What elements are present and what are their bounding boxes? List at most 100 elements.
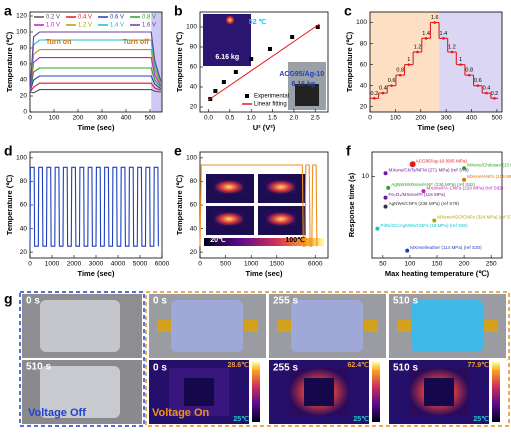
x-tick-label: 100 xyxy=(49,115,60,122)
x-axis-label: Time (sec) xyxy=(246,269,283,278)
y-tick-label: 20 xyxy=(360,103,368,110)
point-label: MXene/PA-CNFs (229 MPa) (ref S82) xyxy=(426,185,503,190)
max-temp: 28.6℃ xyxy=(228,361,250,369)
marker xyxy=(424,37,428,40)
y-tick-label: 60 xyxy=(190,64,198,71)
legend-label: 1.4 V xyxy=(110,23,124,29)
colorbar xyxy=(372,362,380,422)
legend-label: 0.4 V xyxy=(78,15,92,21)
sample xyxy=(40,366,120,418)
x-axis-label: Time (sec) xyxy=(78,269,115,278)
shaded-region xyxy=(370,12,440,112)
y-tick-label: 80 xyxy=(190,178,198,185)
panel-label: d xyxy=(4,143,13,159)
x-tick-label: 200 xyxy=(415,115,426,122)
x-tick-label: 2.5 xyxy=(311,115,320,122)
y-tick-label: 20 xyxy=(190,104,198,111)
annotation: 6.16 kg xyxy=(215,54,239,61)
x-tick-label: 3000 xyxy=(89,261,104,268)
step-label: 0.4 xyxy=(379,86,387,92)
marker xyxy=(233,70,238,74)
marker xyxy=(390,84,393,87)
marker xyxy=(315,25,320,29)
y-tick-label: 0 xyxy=(23,109,27,116)
x-tick-label: 1500 xyxy=(270,261,285,268)
plot-frame xyxy=(199,11,329,113)
y-tick-label: 20 xyxy=(20,249,28,256)
cold-center xyxy=(304,378,334,406)
point-label: MXene/ANFs (109 MPa) (ref S77) xyxy=(467,174,511,179)
panel-label: c xyxy=(344,3,352,19)
shaded-region xyxy=(151,12,162,112)
time-label: 255 s xyxy=(273,296,298,307)
x-tick-label: 100 xyxy=(404,261,415,268)
y-tick-label: 100 xyxy=(356,19,367,26)
point-label: AgNWs/CNFs (236 MPa) (ref S79) xyxy=(389,201,460,206)
sample xyxy=(171,300,243,352)
time-label: 0 s xyxy=(26,296,40,307)
marker xyxy=(383,171,388,176)
max-temp: 62.4℃ xyxy=(348,361,370,369)
time-label: 510 s xyxy=(393,296,418,307)
annotation: Turn on xyxy=(46,39,72,46)
x-tick-label: 300 xyxy=(97,115,108,122)
time-label: 510 s xyxy=(393,363,418,374)
y-tick-label: 60 xyxy=(190,202,198,209)
marker xyxy=(467,73,471,77)
on-box xyxy=(145,291,510,427)
marker xyxy=(409,161,416,168)
series-line xyxy=(29,57,162,93)
y-tick-label: 40 xyxy=(20,225,28,232)
marker xyxy=(267,47,272,51)
y-tick-label: 80 xyxy=(190,44,198,51)
legend-label: 0.8 V xyxy=(142,15,156,21)
x-axis-label: Time (sec) xyxy=(78,123,115,132)
marker xyxy=(373,97,376,100)
marker xyxy=(381,91,385,95)
marker xyxy=(476,84,480,87)
x-tick-label: 250 xyxy=(486,261,497,268)
x-tick-label: 500 xyxy=(145,115,156,122)
x-axis-label: Time (sec) xyxy=(418,123,455,132)
x-tick-label: 0 xyxy=(198,261,202,268)
annotation: ACG95/Ag-10 xyxy=(279,71,324,78)
series-line xyxy=(29,31,162,93)
cells: 0 s 0 s 28.6℃ 25℃ 255 s 255 s 62.4℃ 25℃ 510 s 510… xyxy=(149,294,506,424)
step-label: 1.4 xyxy=(440,31,448,37)
legend-label: 0.2 V xyxy=(46,15,60,21)
plot-frame xyxy=(29,11,163,113)
legend-label: 1.6 V xyxy=(142,23,156,29)
x-tick-label: 0 xyxy=(28,261,32,268)
panel-g: g 0 s 510 s Voltage Off 0 s 0 s 28.6℃ 25℃ 25… xyxy=(4,291,510,427)
y-tick-label: 80 xyxy=(20,178,28,185)
point-label: MXene/leather (114 MPa) (ref S20) xyxy=(410,245,482,250)
x-axis-label: U² (V²) xyxy=(253,123,276,132)
y-tick-label: 40 xyxy=(20,77,28,84)
x-tick-label: 6000 xyxy=(308,261,323,268)
y-axis-label: Temperature (℃) xyxy=(175,174,184,235)
x-tick-label: 50 xyxy=(379,261,387,268)
x-tick-label: 200 xyxy=(73,115,84,122)
x-tick-label: 4000 xyxy=(111,261,126,268)
y-tick-label: 40 xyxy=(190,225,198,232)
annotation: 100℃ xyxy=(285,236,305,244)
panel-label: e xyxy=(174,143,182,159)
colorbar xyxy=(204,238,324,246)
series-line xyxy=(29,82,162,93)
x-tick-label: 500 xyxy=(220,261,231,268)
x-tick-label: 1000 xyxy=(244,261,259,268)
y-tick-label: 20 xyxy=(20,93,28,100)
y-tick-label: 40 xyxy=(190,84,198,91)
x-tick-label: 1.5 xyxy=(268,115,277,122)
x-tick-label: 2000 xyxy=(67,261,82,268)
series-line xyxy=(29,67,162,93)
step-label: 0.4 xyxy=(483,86,491,92)
x-axis-label: Max heating temperature (℃) xyxy=(385,269,490,278)
step-label: 0.6 xyxy=(474,78,482,84)
x-tick-label: 0.5 xyxy=(225,115,234,122)
y-axis-label: Temperature (℃) xyxy=(5,31,14,92)
shaded-region xyxy=(439,12,502,112)
weight xyxy=(295,84,319,106)
x-tick-label: 400 xyxy=(121,115,132,122)
series-line xyxy=(29,89,161,94)
